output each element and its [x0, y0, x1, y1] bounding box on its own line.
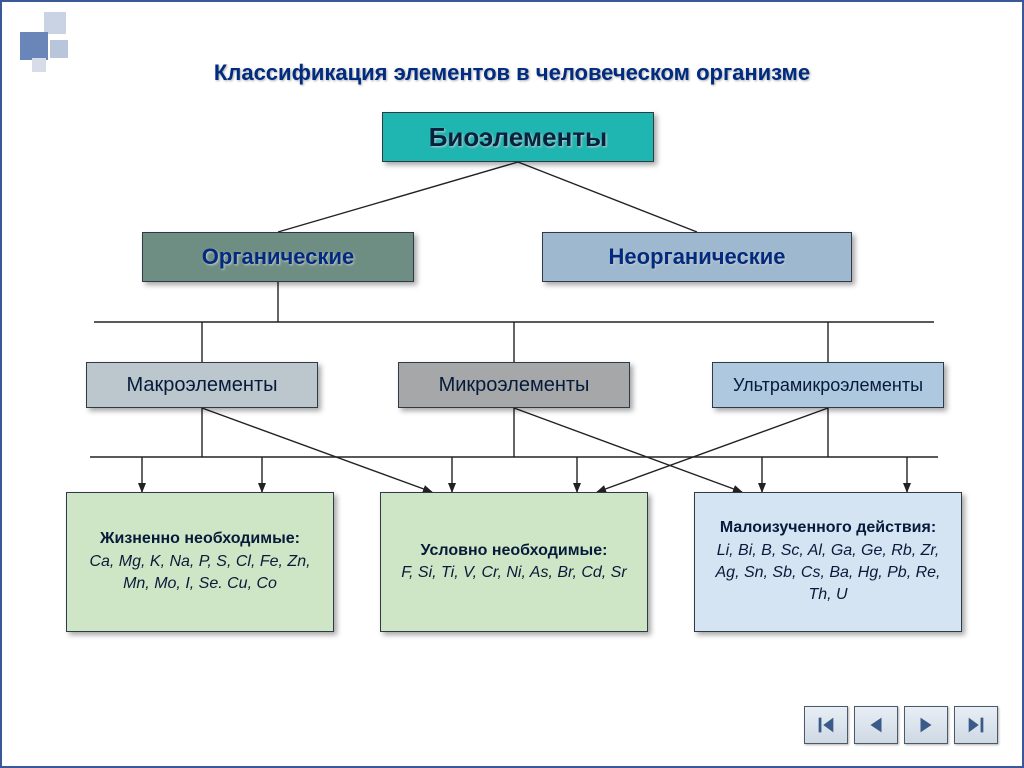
node-elements: F, Si, Ti, V, Cr, Ni, As, Br, Cd, Sr	[401, 562, 626, 584]
node-micro: Микроэлементы	[398, 362, 630, 408]
corner-decoration	[10, 10, 90, 70]
last-icon	[965, 714, 987, 736]
decor-square	[44, 12, 66, 34]
node-elements: Ca, Mg, K, Na, P, S, Cl, Fe, Zn, Mn, Mo,…	[75, 551, 325, 596]
node-inorganic: Неорганические	[542, 232, 852, 282]
nav-last-button[interactable]	[954, 706, 998, 744]
nav-bar	[804, 706, 998, 744]
node-organic: Органические	[142, 232, 414, 282]
node-ultra: Ультрамикроэлементы	[712, 362, 944, 408]
node-label: Микроэлементы	[439, 374, 590, 397]
node-label: Биоэлементы	[429, 122, 608, 153]
node-label: Органические	[202, 244, 355, 270]
node-macro: Макроэлементы	[86, 362, 318, 408]
nav-prev-button[interactable]	[854, 706, 898, 744]
decor-square	[50, 40, 68, 58]
node-header: Условно необходимые:	[401, 540, 626, 562]
decor-square	[20, 32, 48, 60]
node-understudied: Малоизученного действия:Li, Bi, B, Sc, A…	[694, 492, 962, 632]
node-header: Малоизученного действия:	[703, 517, 953, 539]
slide: Классификация элементов в человеческом о…	[0, 0, 1024, 768]
node-essential: Жизненно необходимые:Ca, Mg, K, Na, P, S…	[66, 492, 334, 632]
first-icon	[815, 714, 837, 736]
node-root: Биоэлементы	[382, 112, 654, 162]
prev-icon	[865, 714, 887, 736]
decor-square	[32, 58, 46, 72]
node-label: Макроэлементы	[126, 374, 277, 397]
nav-next-button[interactable]	[904, 706, 948, 744]
nav-first-button[interactable]	[804, 706, 848, 744]
node-label: Ультрамикроэлементы	[733, 375, 923, 396]
slide-title: Классификация элементов в человеческом о…	[214, 60, 810, 86]
node-elements: Li, Bi, B, Sc, Al, Ga, Ge, Rb, Zr, Ag, S…	[703, 540, 953, 607]
node-conditional: Условно необходимые:F, Si, Ti, V, Cr, Ni…	[380, 492, 648, 632]
node-label: Неорганические	[609, 244, 786, 270]
next-icon	[915, 714, 937, 736]
node-header: Жизненно необходимые:	[75, 528, 325, 550]
